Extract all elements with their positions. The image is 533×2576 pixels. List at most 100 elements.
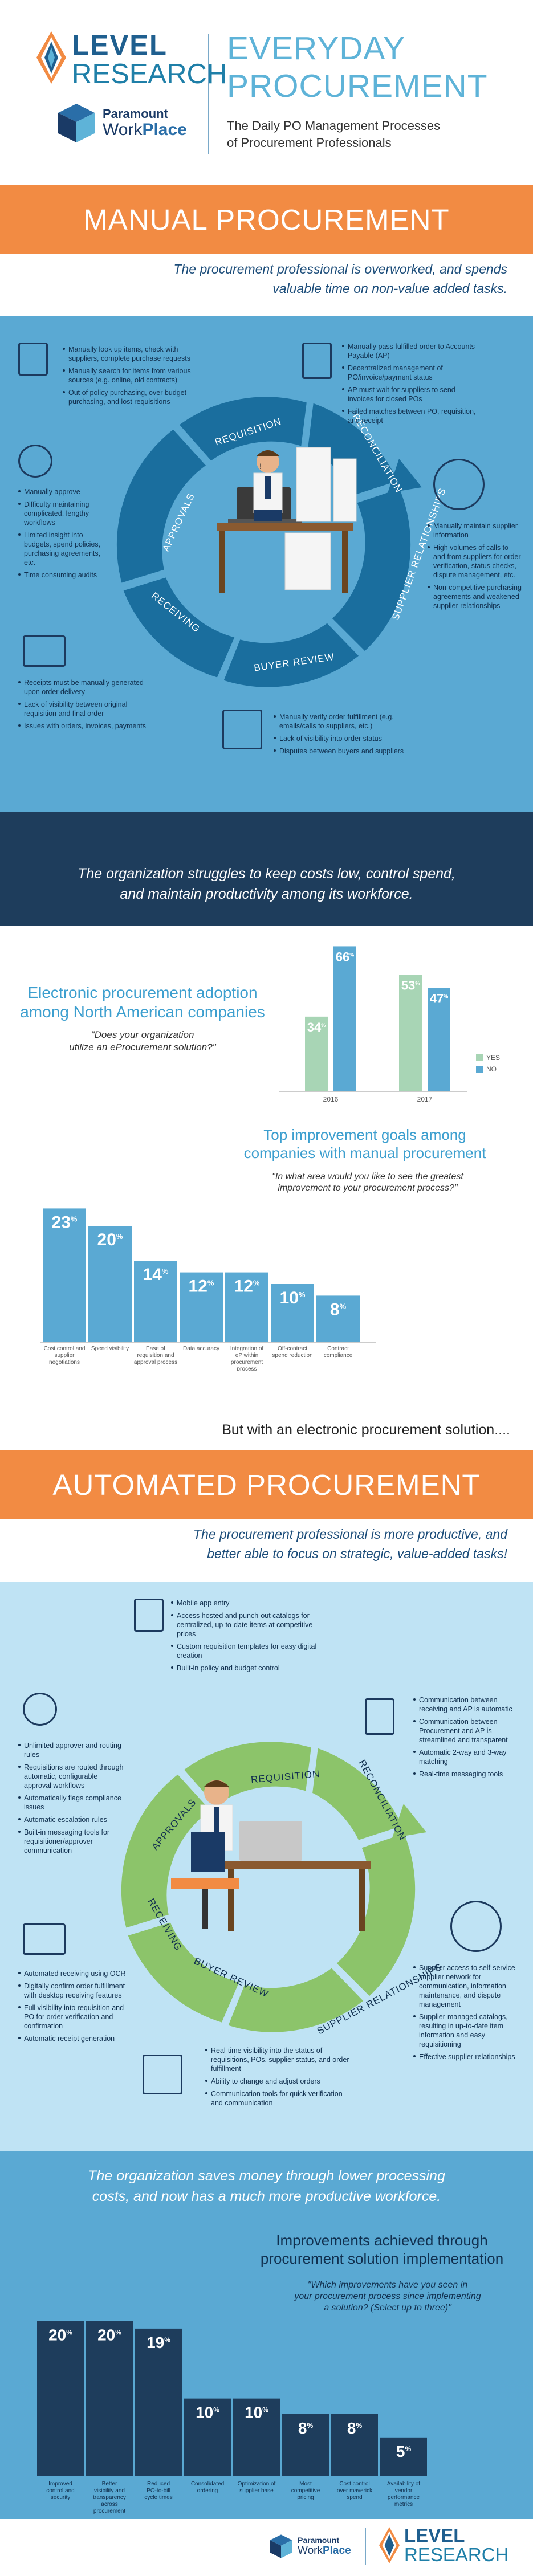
goals-bar-value: 10% <box>280 1289 306 1307</box>
adoption-question: "Does your organization utilize an eProc… <box>69 1029 216 1053</box>
automated-procurement-title: AUTOMATED PROCUREMENT <box>52 1468 481 1501</box>
goals-bar-value: 14% <box>143 1265 169 1284</box>
footer: Paramount WorkPlace LEVEL RESEARCH <box>0 2519 533 2576</box>
goals-bar <box>88 1226 132 1342</box>
manual-requisition-list: Manually look up items, check with suppl… <box>63 345 200 410</box>
goals-chart: 23% Cost control and supplier negotiations 2… <box>40 1208 376 1371</box>
goals-section: Top improvement goals among companies wi… <box>0 1114 533 1416</box>
goals-chart-title: Top improvement goals among companies wi… <box>243 1126 486 1161</box>
auto-cart-icon <box>23 1693 57 1726</box>
footer-paramount-logo: Paramount WorkPlace <box>268 2533 351 2559</box>
goals-bar <box>180 1272 223 1342</box>
automated-intro: The procurement professional is more pro… <box>0 1519 533 1582</box>
improvements-category-label: Better visibility and transparency across pr… <box>93 2481 126 2514</box>
place-word: Place <box>142 120 187 139</box>
manual-supplier-list: Manually maintain supplier information H… <box>428 521 522 614</box>
auto-supplier-list: Supplier access to self-service supplier… <box>413 1963 522 2065</box>
level-word: LEVEL <box>72 30 168 61</box>
adoption-legend-label: YES <box>486 1054 500 1062</box>
adoption-chart-title: Electronic procurement adoption among No… <box>20 984 265 1021</box>
manual-approvals-list: Manually approve Difficulty maintaining … <box>18 487 109 583</box>
manual-wheel-section: ! REQUISITION RECONCILIATION SUPPLIER RE… <box>0 316 533 812</box>
improvements-bar <box>37 2321 84 2476</box>
adoption-bar-value: 66% <box>336 949 355 964</box>
adoption-section: The organization struggles to keep costs… <box>0 812 533 1114</box>
improvements-category-label: Reduced PO-to-bill cycle times <box>144 2481 172 2501</box>
header-divider <box>208 34 209 154</box>
manual-procurement-title: MANUAL PROCUREMENT <box>83 203 450 236</box>
goals-category-label: Spend visibility <box>91 1346 129 1352</box>
auto-reconciliation-list: Communication between receiving and AP i… <box>413 1695 522 1782</box>
auto-approvals-list: Unlimited approver and routing rules Req… <box>18 1741 127 1858</box>
buyer-chat-icon <box>222 710 262 749</box>
goals-bar <box>225 1272 268 1342</box>
auto-truck-icon <box>23 1923 66 1955</box>
level-research-logo: LEVEL RESEARCH <box>36 31 227 88</box>
adoption-bar <box>333 946 356 1091</box>
paramount-workplace-logo: Paramount WorkPlace <box>55 101 187 145</box>
cart-icon <box>18 445 52 478</box>
svg-text:!: ! <box>259 462 262 471</box>
cube-icon <box>58 104 95 142</box>
truck-icon <box>23 635 66 667</box>
improvements-category-label: Consolidated ordering <box>191 2481 224 2494</box>
adoption-legend-label: NO <box>486 1065 497 1073</box>
goals-category-label: Cost control and supplier negotiations <box>44 1346 86 1366</box>
goals-category-label: Integration of eP within procurement proces… <box>230 1346 264 1371</box>
improvements-bar <box>86 2321 133 2476</box>
savings-quote: The organization saves money through low… <box>88 2168 445 2204</box>
but-text: But with an electronic procurement solut… <box>222 1422 510 1438</box>
improvements-bar-value: 19% <box>147 2334 170 2351</box>
document-icon <box>18 343 48 376</box>
footer-divider <box>365 2528 366 2565</box>
goals-bar-value: 8% <box>330 1300 347 1319</box>
goals-category-label: Contract compliance <box>324 1346 353 1359</box>
auto-receiving-list: Automated receiving using OCR Digitally … <box>18 1969 132 2047</box>
goals-category-label: Data accuracy <box>183 1346 219 1352</box>
adoption-bar <box>399 975 422 1091</box>
goals-bar-value: 12% <box>234 1277 260 1296</box>
goals-bar <box>134 1261 177 1342</box>
goals-bar <box>43 1208 86 1342</box>
goals-bar-value: 20% <box>97 1230 123 1249</box>
header-section: LEVEL RESEARCH Paramount WorkPlace EVERY… <box>0 0 533 185</box>
adoption-legend-swatch <box>476 1054 483 1061</box>
auto-requisition-list: Mobile app entry Access hosted and punch… <box>171 1599 319 1676</box>
improvements-category-label: Optimization of supplier base <box>238 2481 276 2494</box>
automated-procurement-band: AUTOMATED PROCUREMENT <box>0 1450 533 1519</box>
manual-receiving-list: Receipts must be manually generated upon… <box>18 678 149 734</box>
automated-process-wheel: REQUISITION RECONCILIATION SUPPLIER RELA… <box>119 1739 444 2036</box>
auto-people-exchange-icon <box>450 1901 502 1952</box>
page-title: EVERYDAY PROCUREMENT <box>227 30 488 104</box>
auto-invoice-icon <box>365 1698 394 1735</box>
adoption-year-label: 2017 <box>417 1095 433 1103</box>
goals-category-label: Off-contract spend reduction <box>272 1346 312 1359</box>
footer-cube-icon <box>270 2534 292 2558</box>
improvements-category-label: Improved control and security <box>46 2481 74 2501</box>
manual-intro: The procurement professional is overwork… <box>0 254 533 316</box>
people-exchange-icon <box>433 459 485 510</box>
page-subtitle: The Daily PO Management Processes of Pro… <box>227 119 441 150</box>
goals-bar <box>271 1284 314 1342</box>
level-research-diamond-icon <box>36 31 66 84</box>
improvements-bar-value: 20% <box>48 2326 72 2343</box>
footer-level-logo: LEVEL RESEARCH <box>379 2526 508 2565</box>
adoption-legend-swatch <box>476 1066 483 1073</box>
adoption-bar <box>305 1016 328 1091</box>
goals-bar <box>316 1295 360 1342</box>
goals-bar-value: 12% <box>189 1277 214 1296</box>
adoption-year-label: 2016 <box>323 1095 339 1103</box>
struggle-quote: The organization struggles to keep costs… <box>78 866 455 902</box>
automated-wheel-section: REQUISITION RECONCILIATION SUPPLIER RELA… <box>0 1582 533 2151</box>
invoice-icon <box>302 343 332 379</box>
paramount-word: Paramount <box>103 107 168 121</box>
improvements-question: "Which improvements have you seen in you… <box>294 2280 481 2313</box>
adoption-chart: 34% 66% 2016 53% 47% 2017 YES NO <box>279 946 500 1103</box>
adoption-bar-value: 47% <box>430 992 449 1006</box>
adoption-bar-value: 53% <box>401 979 420 993</box>
goals-category-label: Ease of requisition and approval process <box>134 1346 177 1366</box>
manual-buyer-list: Manually verify order fulfillment (e.g. … <box>274 712 416 759</box>
adoption-bar <box>428 988 450 1091</box>
improvements-bar-value: 20% <box>97 2326 121 2343</box>
goals-question: "In what area would you like to see the … <box>272 1172 463 1193</box>
